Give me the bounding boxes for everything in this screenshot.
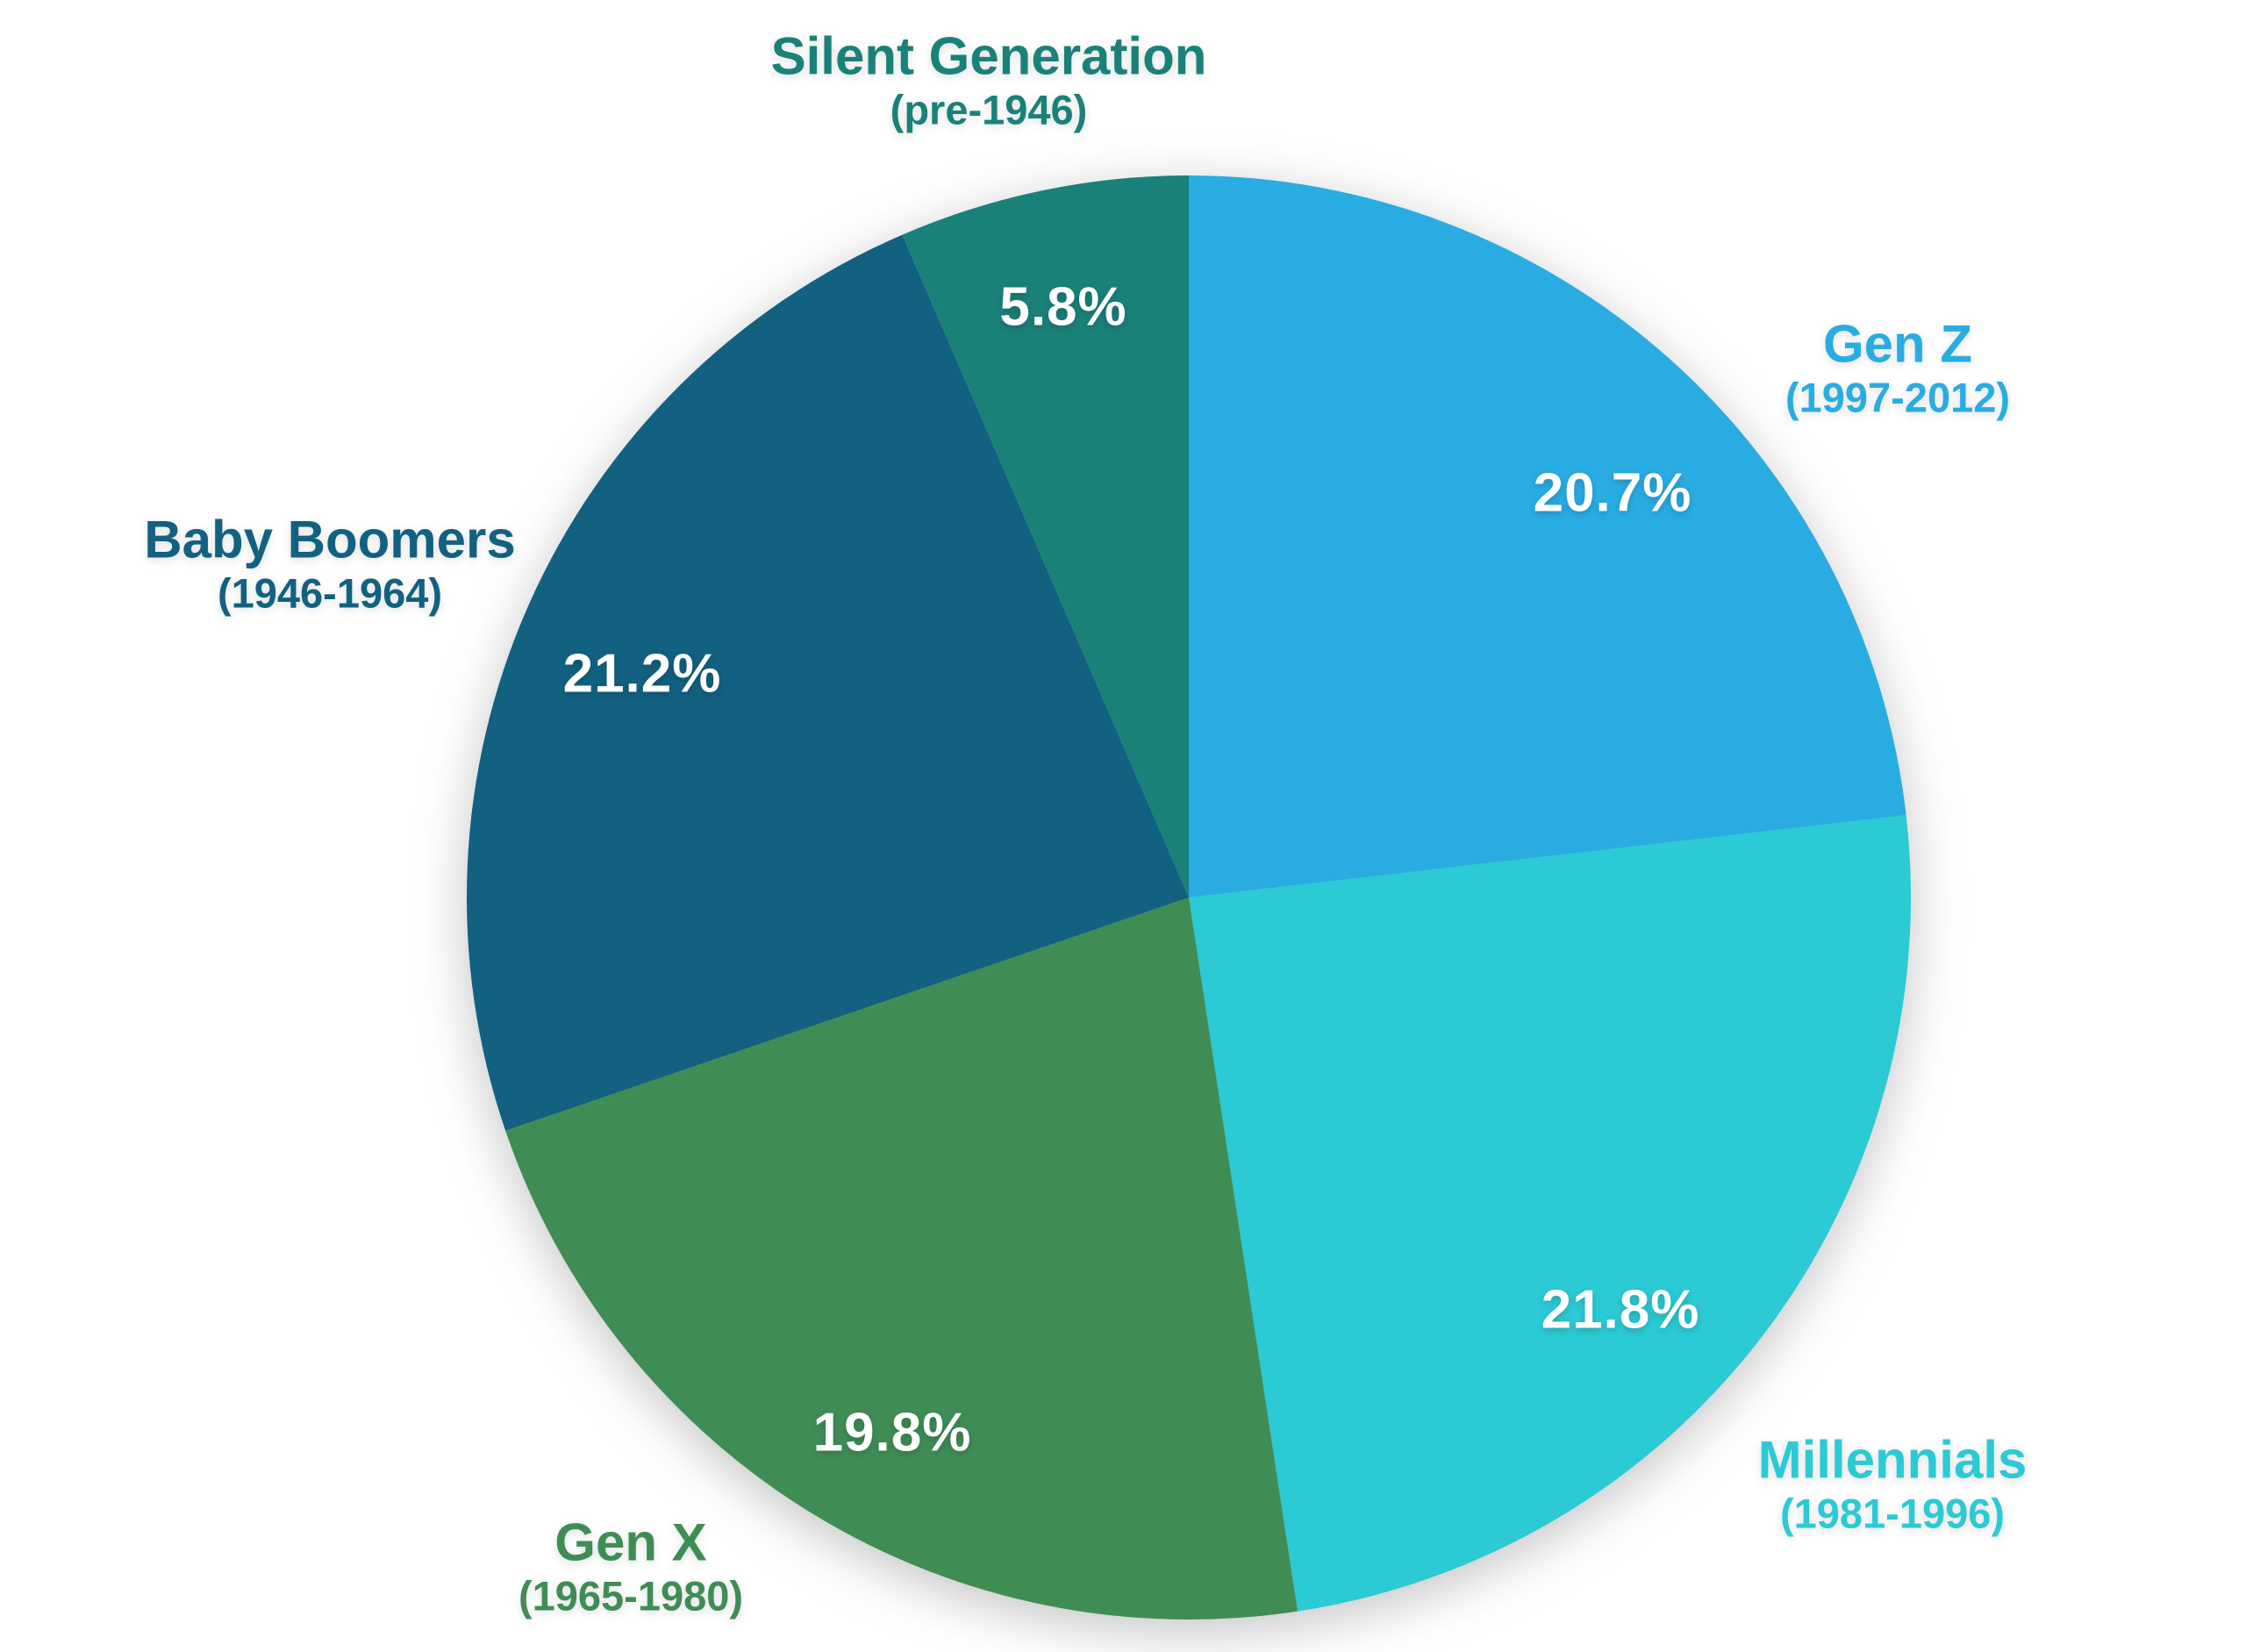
slice-label-title: Millennials bbox=[1757, 1430, 2028, 1490]
slice-label-silent-generation: Silent Generation (pre-1946) bbox=[771, 27, 1207, 135]
slice-label-subtitle: (1981-1996) bbox=[1779, 1490, 2006, 1537]
slice-label-title: Silent Generation bbox=[770, 26, 1207, 86]
slice-label-gen-x: Gen X (1965-1980) bbox=[519, 1513, 743, 1621]
pie-slice-gen-z bbox=[1189, 175, 1906, 898]
slice-label-title: Baby Boomers bbox=[144, 510, 516, 569]
pie-slice-gen-x bbox=[505, 898, 1298, 1620]
slice-value-millennials: 21.8% bbox=[1541, 1279, 1700, 1341]
slice-label-subtitle: (1946-1964) bbox=[217, 569, 443, 617]
slice-label-title: Gen Z bbox=[1822, 314, 1973, 374]
pie-slice-silent-generation bbox=[902, 175, 1189, 898]
slice-label-subtitle: (1997-2012) bbox=[1785, 374, 2011, 421]
slice-value-gen-x: 19.8% bbox=[812, 1402, 972, 1463]
slice-value-gen-z: 20.7% bbox=[1533, 462, 1692, 524]
slice-value-baby-boomers: 21.2% bbox=[562, 643, 722, 704]
slice-label-title: Gen X bbox=[554, 1513, 707, 1572]
pie-slice-millennials bbox=[1189, 815, 1912, 1612]
slice-value-silent-generation: 5.8% bbox=[999, 276, 1127, 338]
slice-label-subtitle: (pre-1946) bbox=[890, 86, 1088, 133]
pie-slice-baby-boomers bbox=[466, 234, 1189, 1131]
slice-label-millennials: Millennials (1981-1996) bbox=[1758, 1431, 2028, 1539]
slice-label-subtitle: (1965-1980) bbox=[518, 1572, 744, 1620]
pie-slices-group bbox=[466, 175, 1912, 1620]
slice-label-gen-z: Gen Z (1997-2012) bbox=[1785, 315, 2010, 423]
slice-label-baby-boomers: Baby Boomers (1946-1964) bbox=[144, 511, 515, 619]
